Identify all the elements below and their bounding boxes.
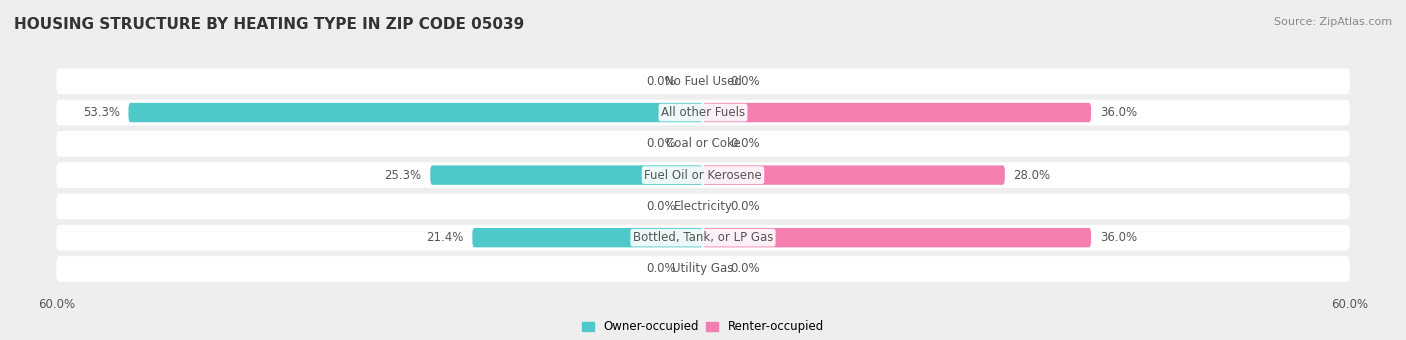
Text: 0.0%: 0.0% bbox=[730, 200, 759, 213]
FancyBboxPatch shape bbox=[430, 165, 703, 185]
Text: 0.0%: 0.0% bbox=[730, 262, 759, 275]
FancyBboxPatch shape bbox=[472, 228, 703, 248]
Legend: Owner-occupied, Renter-occupied: Owner-occupied, Renter-occupied bbox=[578, 316, 828, 338]
Text: 0.0%: 0.0% bbox=[647, 262, 676, 275]
FancyBboxPatch shape bbox=[56, 225, 1350, 251]
Text: 0.0%: 0.0% bbox=[647, 75, 676, 88]
Text: Source: ZipAtlas.com: Source: ZipAtlas.com bbox=[1274, 17, 1392, 27]
Text: Coal or Coke: Coal or Coke bbox=[665, 137, 741, 150]
FancyBboxPatch shape bbox=[128, 103, 703, 122]
Text: 36.0%: 36.0% bbox=[1099, 231, 1137, 244]
FancyBboxPatch shape bbox=[56, 193, 1350, 219]
Text: 0.0%: 0.0% bbox=[730, 137, 759, 150]
FancyBboxPatch shape bbox=[703, 228, 1091, 248]
Text: Electricity: Electricity bbox=[673, 200, 733, 213]
FancyBboxPatch shape bbox=[56, 131, 1350, 157]
Text: All other Fuels: All other Fuels bbox=[661, 106, 745, 119]
Text: 36.0%: 36.0% bbox=[1099, 106, 1137, 119]
Text: No Fuel Used: No Fuel Used bbox=[665, 75, 741, 88]
Text: Bottled, Tank, or LP Gas: Bottled, Tank, or LP Gas bbox=[633, 231, 773, 244]
Text: 25.3%: 25.3% bbox=[384, 169, 422, 182]
FancyBboxPatch shape bbox=[56, 68, 1350, 94]
FancyBboxPatch shape bbox=[703, 165, 1005, 185]
Text: 0.0%: 0.0% bbox=[647, 200, 676, 213]
FancyBboxPatch shape bbox=[56, 100, 1350, 125]
Text: 28.0%: 28.0% bbox=[1014, 169, 1050, 182]
Text: 21.4%: 21.4% bbox=[426, 231, 464, 244]
FancyBboxPatch shape bbox=[56, 162, 1350, 188]
FancyBboxPatch shape bbox=[56, 256, 1350, 282]
FancyBboxPatch shape bbox=[703, 103, 1091, 122]
Text: Utility Gas: Utility Gas bbox=[672, 262, 734, 275]
Text: 53.3%: 53.3% bbox=[83, 106, 120, 119]
Text: Fuel Oil or Kerosene: Fuel Oil or Kerosene bbox=[644, 169, 762, 182]
Text: HOUSING STRUCTURE BY HEATING TYPE IN ZIP CODE 05039: HOUSING STRUCTURE BY HEATING TYPE IN ZIP… bbox=[14, 17, 524, 32]
Text: 0.0%: 0.0% bbox=[730, 75, 759, 88]
Text: 0.0%: 0.0% bbox=[647, 137, 676, 150]
